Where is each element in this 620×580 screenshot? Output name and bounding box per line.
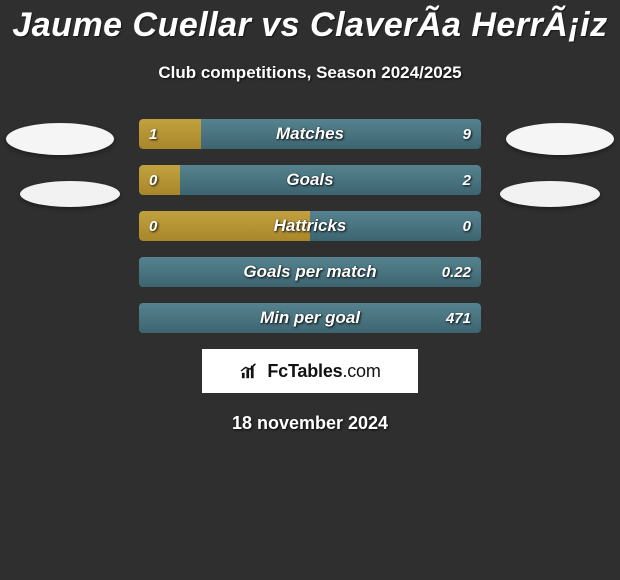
stat-row: Min per goal 471 xyxy=(139,303,481,333)
date-label: 18 november 2024 xyxy=(0,413,620,434)
brand-text-strong: FcTables xyxy=(267,361,342,381)
stat-bar-right xyxy=(139,257,481,287)
comparison-card: Jaume Cuellar vs ClaverÃ­a HerrÃ¡iz Club… xyxy=(0,0,620,580)
stat-bar-left xyxy=(139,211,310,241)
stat-row: Goals per match 0.22 xyxy=(139,257,481,287)
page-title: Jaume Cuellar vs ClaverÃ­a HerrÃ¡iz xyxy=(0,0,620,45)
stat-bar-right xyxy=(139,303,481,333)
player2-icon-2 xyxy=(500,181,600,207)
stat-row: 0 Hattricks 0 xyxy=(139,211,481,241)
chart-icon xyxy=(239,362,261,380)
stat-bar-left xyxy=(139,119,201,149)
player1-icon-1 xyxy=(6,123,114,155)
stat-row: 0 Goals 2 xyxy=(139,165,481,195)
stat-bar-left xyxy=(139,165,180,195)
comparison-area: 1 Matches 9 0 Goals 2 0 Hattricks 0 xyxy=(0,119,620,434)
stat-bar-right xyxy=(180,165,481,195)
stat-row: 1 Matches 9 xyxy=(139,119,481,149)
stat-bar-right xyxy=(310,211,481,241)
player1-icon-2 xyxy=(20,181,120,207)
brand-badge: FcTables.com xyxy=(202,349,418,393)
brand-text-light: .com xyxy=(342,361,380,381)
subtitle: Club competitions, Season 2024/2025 xyxy=(0,63,620,83)
brand-text: FcTables.com xyxy=(267,361,380,382)
stat-bar-right xyxy=(201,119,481,149)
stat-rows: 1 Matches 9 0 Goals 2 0 Hattricks 0 xyxy=(139,119,481,333)
player2-icon-1 xyxy=(506,123,614,155)
